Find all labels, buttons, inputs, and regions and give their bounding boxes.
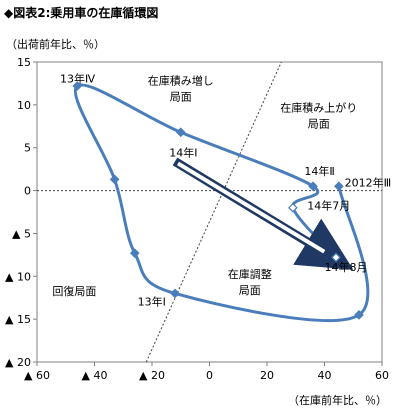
y-tick-label: ▲ 5 (12, 227, 31, 240)
region-label: 回復局面 (52, 285, 96, 298)
region-label-line: 局面 (170, 90, 192, 103)
cycle-series-line (73, 83, 370, 323)
data-point-marker (175, 127, 186, 138)
x-tick-label: 60 (375, 369, 389, 382)
point-label: 2012年Ⅲ (345, 175, 392, 189)
x-axis-label: （在庫前年比、％） (288, 394, 387, 407)
region-label-line: 局面 (308, 118, 330, 131)
data-point-marker (72, 81, 83, 91)
y-tick-label: 10 (17, 99, 31, 112)
x-tick-label: ▲ 60 (24, 369, 50, 382)
y-tick-label: ▲ 10 (5, 270, 31, 283)
data-point-marker (331, 252, 341, 263)
region-label: 在庫調整局面 (228, 267, 272, 297)
data-point-marker (334, 181, 344, 192)
point-label: 14年8月 (325, 260, 368, 274)
point-label: 14年Ⅱ (304, 164, 334, 178)
cycle-diagonal-line (145, 61, 282, 363)
y-tick-label: ▲ 15 (5, 313, 31, 326)
data-point-marker (170, 288, 180, 299)
data-point-marker (129, 248, 140, 258)
region-label-line: 在庫積み上がり (280, 101, 357, 115)
y-tick-label: 5 (24, 142, 31, 155)
x-tick-label: 40 (318, 369, 332, 382)
region-label: 在庫積み上がり局面 (280, 101, 357, 131)
data-point-marker (308, 181, 318, 192)
y-axis-label: （出荷前年比、％） (6, 38, 105, 51)
x-tick-label: ▲ 20 (139, 369, 165, 382)
x-tick-label: 20 (260, 369, 274, 382)
point-label: 14年7月 (307, 198, 350, 212)
region-label-line: 回復局面 (52, 285, 96, 298)
point-label: 13年Ⅳ (60, 72, 96, 86)
x-tick-label: ▲ 40 (82, 369, 108, 382)
y-tick-label: 0 (24, 185, 31, 198)
x-tick-label: 0 (206, 369, 213, 382)
y-tick-label: 15 (17, 56, 31, 69)
y-tick-label: ▲ 20 (5, 356, 31, 369)
data-point-marker (288, 202, 298, 213)
region-label-line: 在庫調整 (228, 267, 272, 281)
data-point-marker (109, 174, 120, 185)
region-label-line: 在庫積み増し (148, 73, 214, 87)
data-point-marker (354, 310, 364, 320)
region-label: 在庫積み増し局面 (148, 73, 214, 103)
point-label: 13年Ⅰ (138, 294, 166, 308)
trend-arrow-inner (176, 161, 326, 254)
region-label-line: 局面 (239, 284, 261, 297)
point-label: 14年Ⅰ (169, 145, 197, 159)
chart-title: ◆図表2:乗用車の在庫循環図 (4, 6, 159, 20)
